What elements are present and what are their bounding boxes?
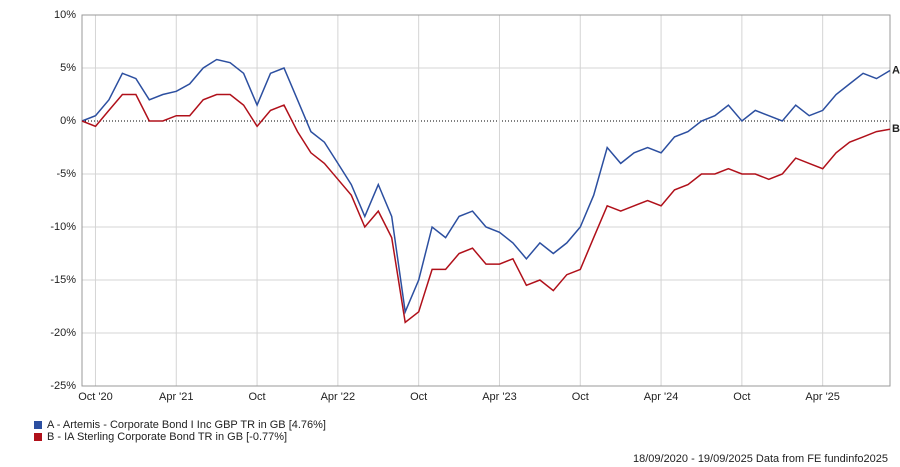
footer: 18/09/2020 - 19/09/2025 Data from FE fun… (633, 453, 888, 465)
y-tick-label: 5% (60, 62, 76, 74)
x-tick-label: Apr '25 (805, 391, 840, 403)
legend-swatch (34, 433, 42, 441)
x-tick-label: Apr '21 (159, 391, 194, 403)
x-tick-label: Oct (733, 391, 750, 403)
legend-label: A - Artemis - Corporate Bond I Inc GBP T… (47, 419, 326, 431)
y-tick-label: -5% (56, 168, 76, 180)
legend-label: B - IA Sterling Corporate Bond TR in GB … (47, 431, 287, 443)
y-tick-label: -20% (50, 327, 76, 339)
series-line (81, 93, 891, 324)
y-tick-label: -15% (50, 274, 76, 286)
plot-border (81, 14, 891, 387)
y-tick-label: 0% (60, 115, 76, 127)
x-tick-label: Apr '23 (482, 391, 517, 403)
end-label: A (892, 64, 900, 76)
x-tick-label: Oct (410, 391, 427, 403)
y-tick-label: -25% (50, 380, 76, 392)
x-tick-label: Oct (572, 391, 589, 403)
y-tick-label: -10% (50, 221, 76, 233)
x-tick-label: Oct '20 (78, 391, 113, 403)
x-tick-label: Oct (249, 391, 266, 403)
legend-swatch (34, 421, 42, 429)
end-label: B (892, 123, 900, 135)
y-tick-label: 10% (54, 9, 76, 21)
series-line (81, 58, 891, 315)
x-tick-label: Apr '24 (644, 391, 679, 403)
x-tick-label: Apr '22 (321, 391, 356, 403)
